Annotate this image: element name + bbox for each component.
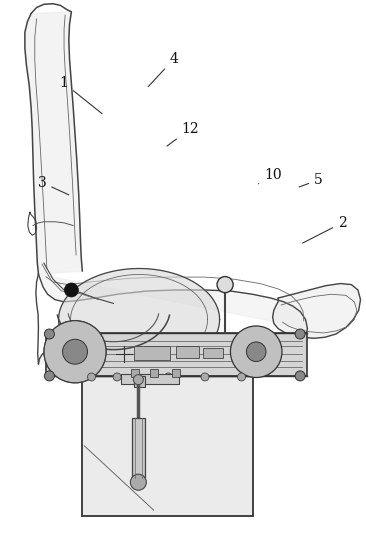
Bar <box>131 369 139 377</box>
Circle shape <box>63 339 87 364</box>
Bar <box>172 369 180 377</box>
Circle shape <box>44 321 106 383</box>
Bar <box>46 333 307 376</box>
Circle shape <box>238 373 246 381</box>
Polygon shape <box>38 274 307 364</box>
Circle shape <box>87 373 96 381</box>
Circle shape <box>246 342 266 361</box>
Circle shape <box>44 371 55 381</box>
Circle shape <box>201 373 209 381</box>
Polygon shape <box>273 284 361 338</box>
Circle shape <box>164 373 172 381</box>
Circle shape <box>295 371 305 381</box>
Bar <box>132 418 145 478</box>
Text: 12: 12 <box>167 122 199 146</box>
Circle shape <box>44 329 55 339</box>
Bar <box>134 346 170 360</box>
Bar <box>82 376 253 516</box>
Text: 4: 4 <box>148 52 178 86</box>
Bar <box>203 348 223 358</box>
Circle shape <box>231 326 282 378</box>
Text: 10: 10 <box>258 168 281 184</box>
Polygon shape <box>25 12 82 274</box>
Bar <box>134 376 145 387</box>
Text: 2: 2 <box>303 216 347 243</box>
Bar <box>176 346 199 358</box>
Bar <box>121 374 179 384</box>
Bar <box>150 369 158 377</box>
Text: 5: 5 <box>299 173 323 187</box>
Circle shape <box>295 329 305 339</box>
Circle shape <box>64 283 78 297</box>
Circle shape <box>217 277 233 293</box>
Polygon shape <box>59 268 220 371</box>
Circle shape <box>113 373 121 381</box>
Text: 1: 1 <box>60 76 102 114</box>
Text: 3: 3 <box>38 176 69 195</box>
Circle shape <box>130 474 146 490</box>
Circle shape <box>133 375 143 384</box>
